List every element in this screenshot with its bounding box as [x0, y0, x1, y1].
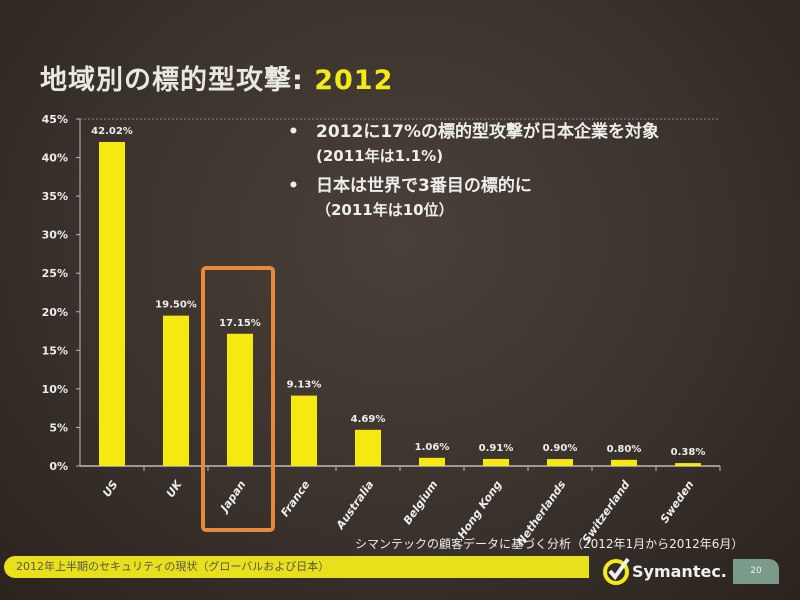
- logo-text: Symantec.: [632, 561, 727, 581]
- y-tick-label: 5%: [49, 421, 68, 434]
- x-tick-label: Sweden: [658, 478, 697, 525]
- x-tick-label: UK: [164, 477, 186, 500]
- bullet-1: • 2012に17%の標的型攻撃が日本企業を対象: [288, 122, 660, 142]
- source-note: シマンテックの顧客データに基づく分析（2012年1月から2012年6月）: [355, 537, 744, 551]
- bullet-list: • 2012に17%の標的型攻撃が日本企業を対象 (2011年は1.1%) • 日本…: [288, 120, 659, 222]
- y-tick-label: 35%: [42, 190, 68, 203]
- data-label: 0.91%: [479, 443, 514, 454]
- y-tick-label: 0%: [49, 460, 68, 473]
- bullet-1-text: 2012に17%の標的型攻撃が日本企業を対象: [316, 122, 660, 142]
- bar-netherlands: [547, 459, 573, 466]
- slide-title: 地域別の標的型攻撃: 2012: [40, 58, 393, 97]
- x-tick-label: Australia: [333, 478, 376, 532]
- y-tick-label: 40%: [42, 152, 68, 165]
- data-label: 9.13%: [287, 380, 322, 391]
- data-label: 19.50%: [155, 300, 197, 311]
- x-tick-label: Hong Kong: [455, 478, 504, 541]
- bar-australia: [355, 429, 381, 466]
- data-label: 42.02%: [91, 126, 133, 137]
- data-label: 0.90%: [543, 443, 578, 454]
- bullet-2: • 日本は世界で3番目の標的に: [288, 176, 532, 196]
- data-label: 0.80%: [607, 444, 642, 455]
- y-tick-label: 15%: [42, 344, 68, 357]
- y-tick-label: 20%: [42, 306, 68, 319]
- checkmark-logo-icon: [603, 557, 630, 585]
- data-label: 0.38%: [671, 447, 706, 458]
- bar-us: [99, 141, 125, 466]
- bullet-1-sub: (2011年は1.1%): [316, 147, 444, 165]
- bar-switzerland: [611, 459, 637, 466]
- data-label: 1.06%: [415, 442, 450, 453]
- data-label: 4.69%: [351, 414, 386, 425]
- y-tick-label: 25%: [42, 267, 68, 280]
- bar-uk: [163, 315, 189, 466]
- x-tick-label: US: [100, 478, 120, 499]
- symantec-logo: Symantec.: [602, 556, 727, 586]
- footer-bar: 2012年上半期のセキュリティの現状（グローバルおよび日本）: [4, 556, 589, 578]
- title-year: 2012: [314, 65, 394, 96]
- bullet-2-sub: （2011年は10位）: [316, 201, 454, 219]
- bar-japan: [227, 333, 253, 466]
- bar-france: [291, 395, 317, 466]
- bar-belgium: [419, 457, 445, 466]
- data-label: 17.15%: [219, 318, 261, 329]
- x-tick-label: France: [278, 478, 312, 519]
- y-tick-label: 30%: [42, 229, 68, 242]
- x-tick-label: Belgium: [401, 478, 441, 527]
- bar-hong-kong: [483, 458, 509, 466]
- highlight-box: [201, 266, 275, 532]
- bar-sweden: [675, 463, 701, 466]
- bullet-2-text: 日本は世界で3番目の標的に: [316, 176, 532, 196]
- x-tick-label: Japan: [217, 478, 249, 516]
- page-number: 20: [733, 559, 779, 584]
- y-tick-label: 10%: [42, 383, 68, 396]
- title-text: 地域別の標的型攻撃:: [40, 65, 315, 96]
- y-tick-label: 45%: [42, 113, 68, 126]
